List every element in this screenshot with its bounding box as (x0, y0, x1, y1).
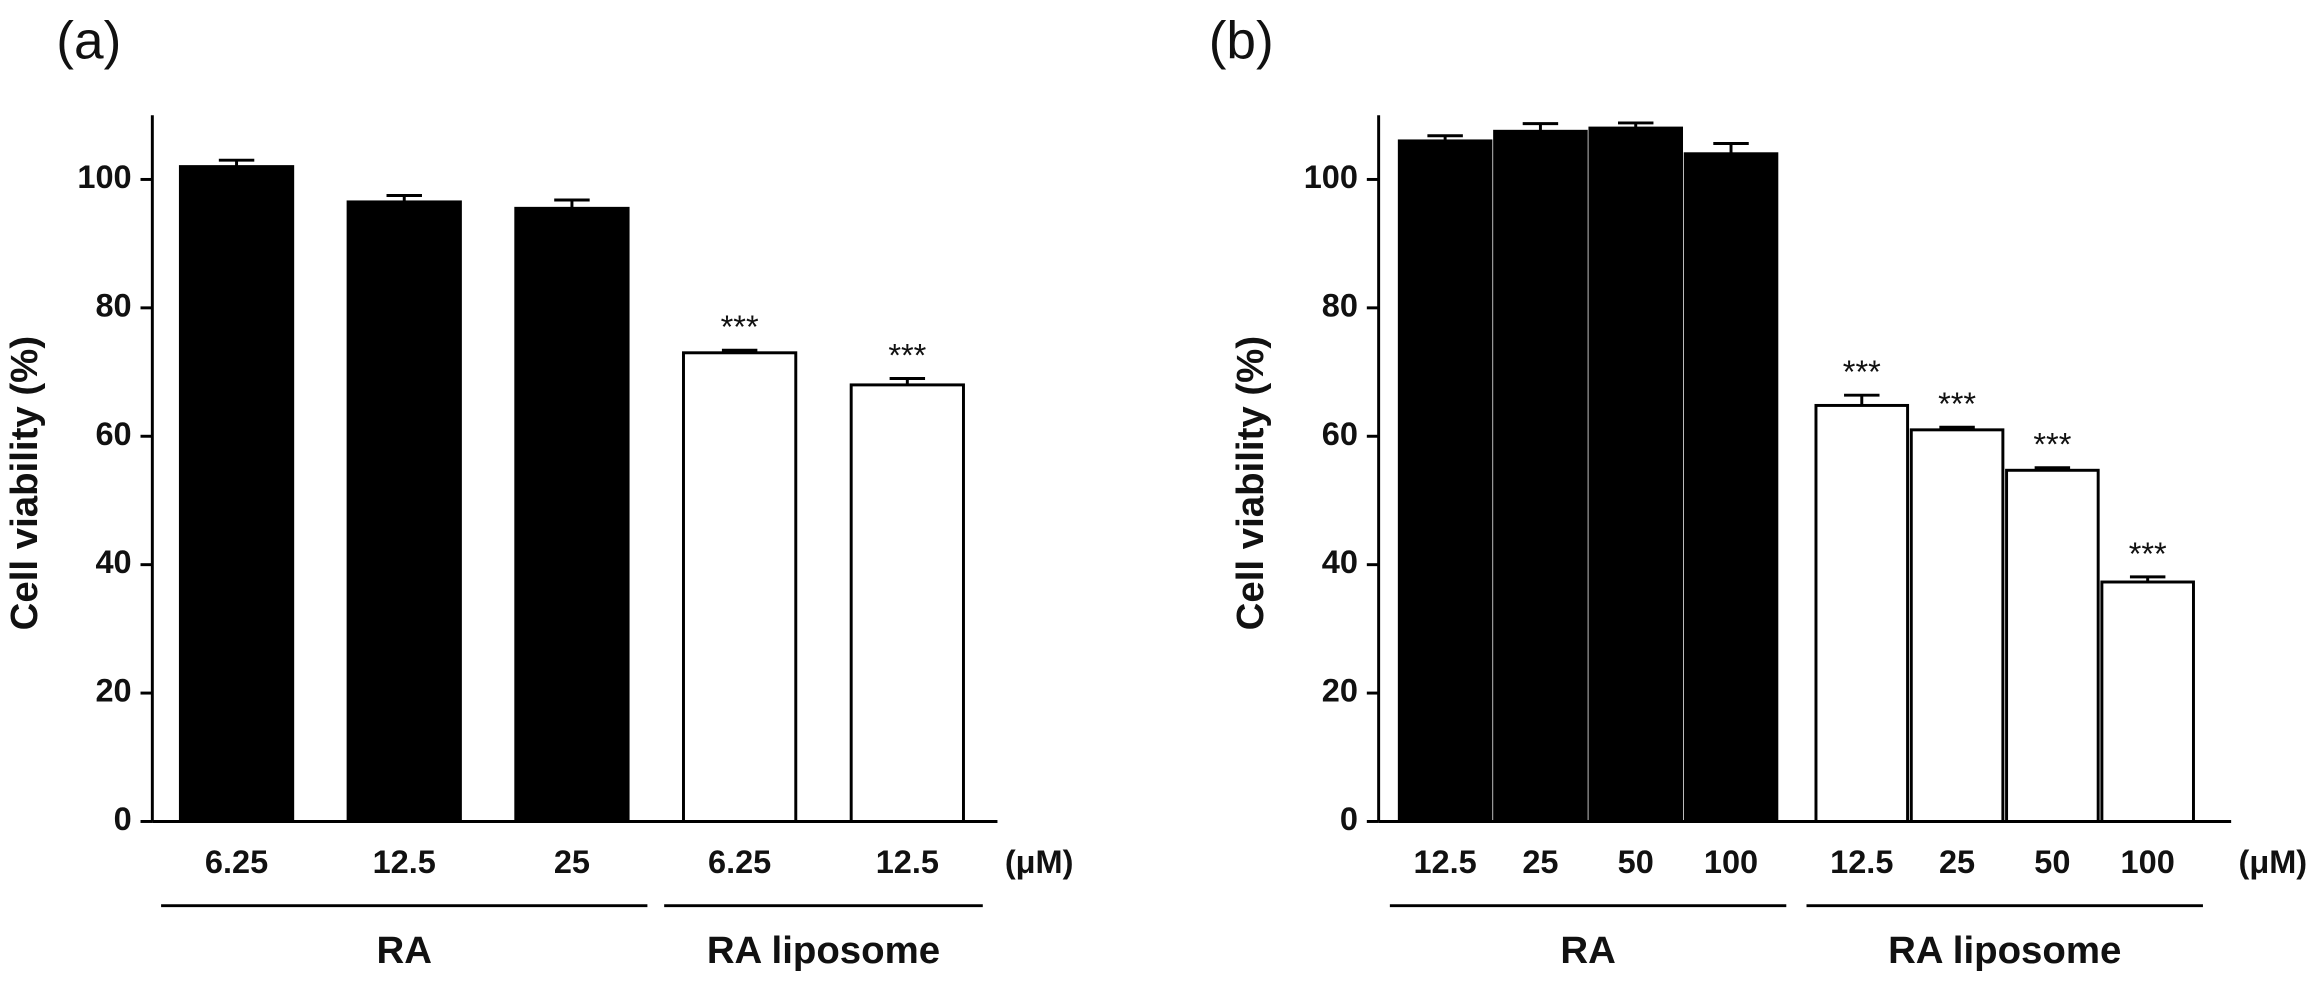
y-tick-label: 0 (114, 801, 132, 837)
significance-label: *** (2033, 427, 2071, 463)
bar (2005, 468, 2100, 823)
group-label: RA liposome (1888, 929, 2121, 972)
y-tick-label: 100 (77, 159, 131, 195)
x-tick-label: 25 (1939, 844, 1975, 880)
y-tick-label: 60 (95, 416, 131, 452)
y-axis-label: Cell viability (%) (1229, 336, 1272, 631)
bar (1683, 152, 1779, 823)
y-tick-label: 40 (1322, 544, 1358, 580)
error-bar (1617, 121, 1654, 129)
y-tick-label: 80 (95, 287, 131, 323)
group-label: RA (377, 929, 432, 972)
x-tick-label: 100 (2121, 844, 2175, 880)
x-tick-label: 12.5 (1413, 844, 1476, 880)
bar (514, 206, 630, 823)
group-label: RA (1560, 929, 1615, 972)
error-bar (218, 158, 255, 167)
panel-label: (b) (1209, 11, 1274, 70)
error-bar (1427, 134, 1463, 141)
significance-label: *** (2129, 536, 2167, 572)
x-tick-label: 25 (554, 844, 590, 880)
error-bar (1844, 393, 1880, 406)
error-bar (1939, 425, 1975, 430)
y-tick-label: 60 (1322, 416, 1358, 452)
bar (346, 200, 462, 823)
error-bar (889, 376, 926, 385)
x-tick-label: 50 (2034, 844, 2070, 880)
y-tick-label: 100 (1304, 159, 1358, 195)
x-tick-label: 12.5 (373, 844, 436, 880)
x-tick-label: 12.5 (1830, 844, 1893, 880)
x-tick-label: 12.5 (876, 844, 939, 880)
x-tick-label: 6.25 (708, 844, 771, 880)
error-bar (721, 348, 758, 353)
y-tick-label: 0 (1340, 801, 1358, 837)
y-tick-label: 20 (1322, 673, 1358, 709)
bar (1588, 126, 1684, 823)
bar (1397, 139, 1493, 823)
error-bar (2034, 466, 2071, 471)
significance-label: *** (721, 309, 759, 345)
x-tick-label: 100 (1704, 844, 1758, 880)
bar (178, 165, 295, 823)
y-tick-label: 80 (1322, 287, 1358, 323)
error-bar (386, 194, 422, 202)
bar (682, 351, 798, 823)
bar (2100, 580, 2195, 823)
x-tick-label: 25 (1522, 844, 1558, 880)
x-tick-label: 50 (1618, 844, 1654, 880)
unit-label: (μM) (2239, 844, 2308, 880)
panel-label: (a) (56, 11, 121, 70)
unit-label: (μM) (1005, 844, 1074, 880)
bar (1909, 428, 2005, 823)
y-axis-label: Cell viability (%) (3, 336, 46, 631)
error-bar (554, 198, 590, 209)
significance-label: *** (1843, 354, 1881, 390)
error-bar (1713, 142, 1749, 154)
significance-label: *** (888, 337, 926, 373)
bar (1493, 129, 1588, 823)
error-bar (2129, 575, 2166, 583)
error-bar (1522, 122, 1559, 132)
significance-label: *** (1938, 386, 1976, 422)
group-label: RA liposome (707, 929, 940, 972)
y-tick-label: 40 (95, 544, 131, 580)
y-tick-label: 20 (95, 673, 131, 709)
bar (849, 383, 965, 823)
x-tick-label: 6.25 (205, 844, 268, 880)
bar (1814, 403, 1910, 823)
